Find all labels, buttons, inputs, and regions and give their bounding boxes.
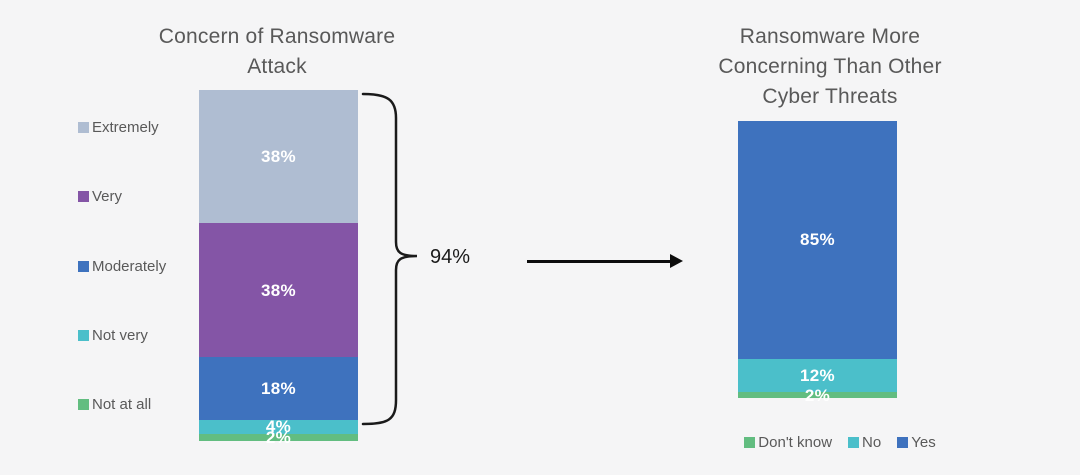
legend-label: Don't know (758, 434, 833, 451)
legend-swatch-icon (897, 437, 909, 448)
legend-swatch-icon (78, 191, 89, 203)
bar-segment-not-very: 4% (199, 417, 358, 437)
bar-segment-yes: 85% (738, 121, 897, 359)
legend-label: Very (92, 188, 123, 206)
right-chart-title-line-1: Ransomware More (739, 25, 921, 48)
right-chart-title-line-3: Cyber Threats (762, 85, 898, 108)
legend-swatch-icon (744, 437, 756, 448)
segment-value-label: 2% (265, 427, 292, 447)
left-chart-title-line-1: Concern of Ransomware (158, 25, 396, 48)
bar-segment-very: 38% (199, 223, 358, 357)
legend-item-moderately: Moderately (78, 258, 166, 275)
bar-segment-moderately: 18% (199, 356, 358, 420)
segment-value-label: 38% (261, 280, 296, 300)
legend-item-not-very: Not very (78, 327, 166, 344)
arrow-head (670, 254, 683, 268)
segment-value-label: 2% (804, 385, 831, 405)
legend-swatch-icon (78, 329, 89, 341)
legend-item-extremely: Extremely (78, 119, 166, 136)
segment-value-label: 18% (261, 378, 296, 398)
legend-swatch-icon (78, 122, 89, 133)
left-chart-title: Concern of Ransomware Attack (127, 22, 427, 82)
bar-segment-not-at-all: 2% (199, 429, 358, 446)
right-stacked-bar: 85% 12% 2% (738, 121, 897, 404)
left-chart-title-line-2: Attack (247, 55, 307, 78)
legend-label: Moderately (92, 257, 167, 275)
right-chart-title-line-2: Concerning Than Other (718, 55, 942, 78)
legend-label: Extremely (92, 119, 159, 136)
brace-annotation-icon (361, 92, 418, 426)
legend-item-very: Very (78, 188, 166, 205)
legend-item-no: No (848, 434, 881, 451)
legend-item-don-t-know: Don't know (744, 434, 832, 451)
segment-value-label: 12% (800, 366, 835, 386)
segment-value-label: 4% (265, 417, 292, 437)
legend-item-yes: Yes (897, 434, 936, 451)
left-chart-legend: Extremely Very Moderately Not very Not at al… (78, 119, 166, 413)
bar-segment-no: 12% (738, 358, 897, 393)
legend-swatch-icon (848, 437, 860, 448)
brace-percentage-label: 94% (430, 246, 471, 268)
legend-swatch-icon (78, 260, 89, 272)
legend-item-not-at-all: Not at all (78, 396, 166, 413)
arrow-icon (527, 252, 683, 270)
legend-label: Not at all (92, 396, 152, 413)
legend-label: Not very (92, 326, 148, 344)
bar-segment-extremely: 38% (199, 90, 358, 224)
left-stacked-bar: 38% 38% 18% 4% 2% (199, 90, 358, 446)
right-chart-legend: Don't know No Yes (700, 434, 980, 451)
segment-value-label: 38% (261, 147, 296, 167)
legend-label: Yes (911, 434, 936, 451)
arrow-shaft (527, 260, 673, 263)
legend-swatch-icon (78, 399, 89, 410)
legend-label: No (862, 434, 882, 451)
bar-segment-don-t-know: 2% (738, 387, 897, 404)
segment-value-label: 85% (800, 230, 835, 250)
right-chart-title: Ransomware More Concerning Than Other Cy… (680, 22, 980, 112)
